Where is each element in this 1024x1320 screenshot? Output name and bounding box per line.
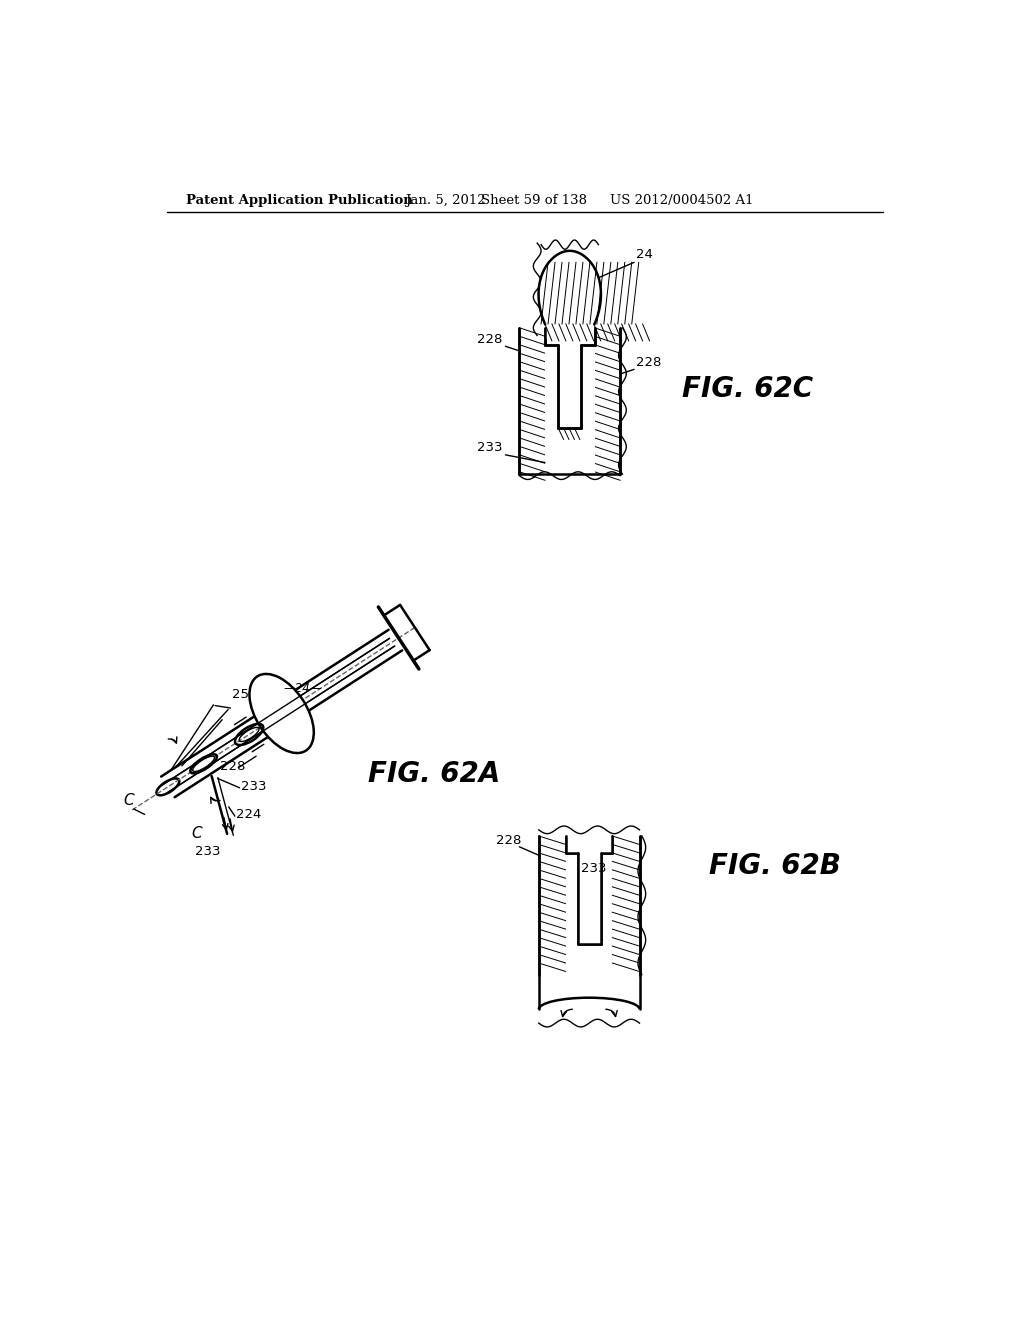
Text: —24—: —24— [284,681,322,694]
Text: 233: 233 [477,441,502,454]
Text: 228: 228 [220,760,246,774]
Text: 24: 24 [636,248,652,261]
Ellipse shape [250,675,313,752]
Text: Sheet 59 of 138: Sheet 59 of 138 [480,194,587,207]
Bar [578,853,601,944]
Text: 233: 233 [582,862,607,875]
Bar [566,836,612,974]
Text: US 2012/0004502 A1: US 2012/0004502 A1 [610,194,754,207]
Bar [546,323,594,339]
Bar [566,836,612,853]
Text: 25: 25 [232,688,249,701]
Text: 228: 228 [496,834,521,846]
Text: 224: 224 [237,808,262,821]
Text: 233: 233 [241,780,266,793]
Text: C: C [123,793,133,808]
Text: 233: 233 [195,845,220,858]
Bar [558,345,582,428]
Text: Jan. 5, 2012: Jan. 5, 2012 [406,194,486,207]
Text: C: C [191,826,202,841]
Ellipse shape [193,756,215,771]
Bar [545,327,595,474]
Polygon shape [539,251,601,323]
Text: FIG. 62A: FIG. 62A [369,760,501,788]
Text: 228: 228 [477,333,502,346]
Text: FIG. 62C: FIG. 62C [682,375,813,403]
Text: FIG. 62B: FIG. 62B [710,853,841,880]
Text: 228: 228 [636,356,662,370]
Text: Patent Application Publication: Patent Application Publication [186,194,413,207]
